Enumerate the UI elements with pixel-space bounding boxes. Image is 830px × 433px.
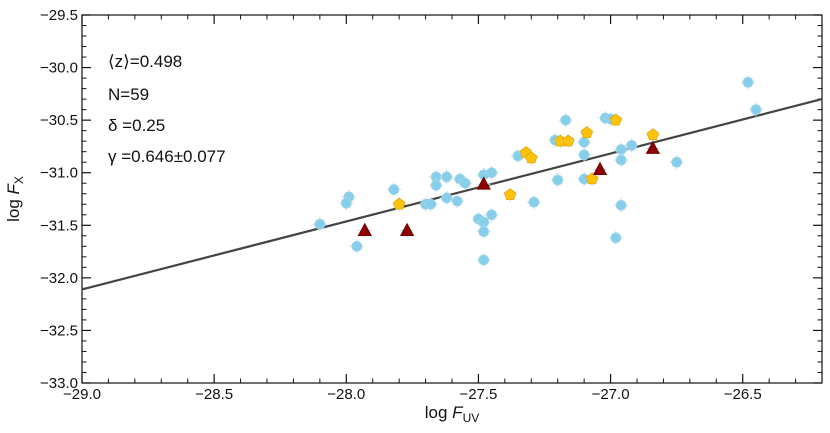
y-tick-label: −30.5: [40, 112, 78, 129]
x-tick-label: −26.5: [724, 386, 762, 403]
data-point-circle: [388, 184, 400, 195]
annotation-delta: δ =0.25: [108, 116, 165, 135]
y-tick-label: −32.0: [40, 270, 78, 287]
data-point-circle: [742, 76, 754, 88]
y-tick-label: −31.5: [40, 217, 78, 234]
x-tick-label: −28.5: [195, 386, 233, 403]
data-point-circle: [552, 174, 564, 186]
x-tick-label: −27.5: [459, 386, 497, 403]
data-point-pentagon: [585, 172, 599, 185]
data-point-triangle: [645, 140, 661, 154]
data-point-circle: [486, 209, 498, 221]
data-point-pentagon: [392, 197, 406, 210]
data-point-circle: [459, 177, 471, 189]
fit-line: [81, 98, 823, 291]
x-tick-label: −29.0: [63, 386, 101, 403]
data-point-circle: [478, 254, 490, 266]
annotation-z: ⟨z⟩=0.498: [108, 52, 182, 71]
annotation-gamma: γ =0.646±0.077: [108, 147, 226, 166]
data-point-triangle: [592, 161, 608, 175]
data-point-circle: [750, 104, 762, 116]
data-point-pentagon: [503, 188, 517, 201]
y-tick-labels: −33.0 −32.5 −32.0 −31.5 −31.0 −30.5 −30.0 −29.5: [40, 7, 78, 392]
data-point-circle: [615, 144, 627, 155]
data-point-circle: [314, 218, 326, 230]
data-point-circle: [451, 195, 463, 207]
y-tick-label: −29.5: [40, 7, 78, 24]
x-axis-title: log FUV: [425, 403, 479, 425]
annotation-n: N=59: [108, 85, 149, 104]
x-axis-title-sub: UV: [463, 411, 480, 425]
data-point-triangle: [399, 222, 415, 236]
data-point-triangle: [357, 222, 372, 236]
data-point-circle: [441, 171, 453, 183]
x-axis-title-base: log: [425, 403, 452, 422]
data-point-circle: [486, 167, 498, 179]
data-point-circle: [626, 139, 638, 151]
data-point-circle: [578, 149, 590, 161]
data-point-circle: [340, 197, 352, 209]
data-point-circle: [478, 226, 490, 237]
y-axis-title-sub: X: [12, 176, 26, 184]
x-tick-label: −28.0: [327, 386, 365, 403]
y-tick-label: −32.5: [40, 322, 78, 339]
data-point-circle: [615, 154, 627, 166]
data-point-circle: [430, 179, 442, 191]
data-point-circle: [528, 196, 540, 208]
data-point-pentagon: [609, 113, 623, 126]
data-point-circle: [351, 240, 363, 252]
data-point-pentagon: [562, 134, 575, 147]
y-axis-title-base: log: [4, 194, 23, 221]
data-point-circle: [425, 198, 437, 210]
data-point-circle: [610, 232, 622, 244]
x-tick-labels: −29.0 −28.5 −28.0 −27.5 −27.0 −26.5: [63, 386, 762, 403]
data-point-circle: [671, 156, 683, 168]
data-point-circle: [560, 114, 572, 126]
data-point-circle: [615, 199, 627, 211]
y-tick-label: −31.0: [40, 165, 78, 182]
data-point-circle: [441, 192, 453, 204]
y-tick-label: −33.0: [40, 375, 78, 392]
y-axis-title: log FX: [4, 176, 26, 222]
x-axis-title-var: F: [452, 403, 464, 422]
data-point-triangle: [476, 176, 491, 190]
y-tick-label: −30.0: [40, 60, 78, 77]
data-point-pentagon: [525, 151, 538, 164]
data-point-circle: [578, 136, 590, 148]
x-tick-label: −27.0: [592, 386, 630, 403]
y-axis-title-var: F: [4, 182, 23, 194]
data-point-pentagon: [580, 126, 593, 139]
data-point-pentagon: [646, 128, 660, 141]
data-points: [312, 75, 763, 267]
